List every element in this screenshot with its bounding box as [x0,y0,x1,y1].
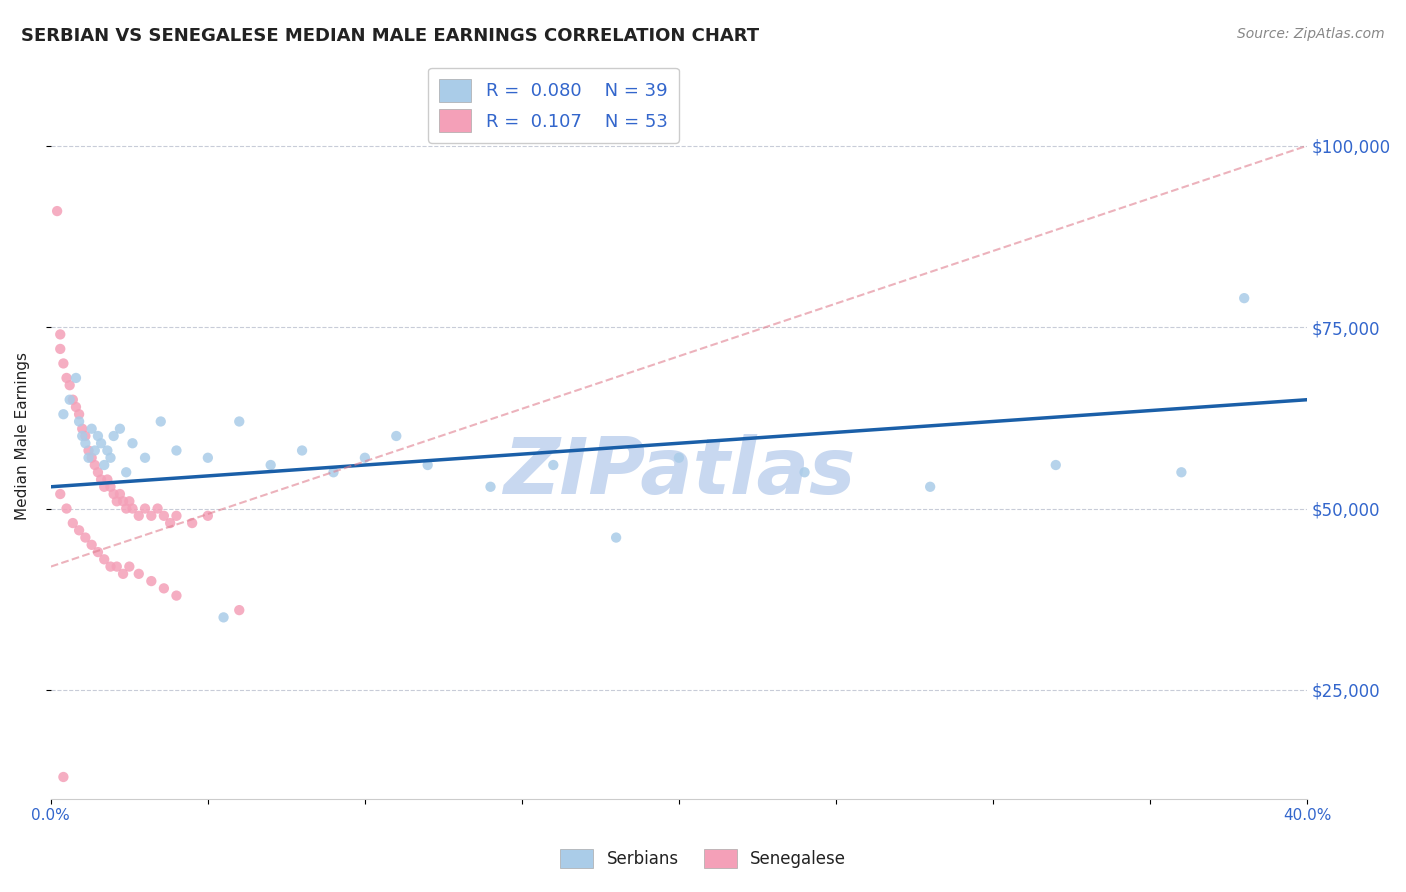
Point [1170,465,1192,479]
Point [1233,291,1256,305]
Point [55,501,77,516]
Point [96,443,118,458]
Point [105,559,128,574]
Point [52,356,75,370]
Point [93,458,115,472]
Point [197,450,219,465]
Point [59,378,82,392]
Point [121,436,143,450]
Point [75,436,97,450]
Point [141,574,163,588]
Point [100,480,122,494]
Point [80,538,103,552]
Point [112,494,135,508]
Point [83,458,105,472]
Point [153,582,176,596]
Point [70,422,93,436]
Point [228,415,250,429]
Point [67,524,90,538]
Point [291,443,314,458]
Point [59,392,82,407]
Point [100,559,122,574]
Point [87,545,110,559]
Point [165,443,187,458]
Point [121,501,143,516]
Point [105,494,128,508]
Point [67,415,90,429]
Point [354,450,377,465]
Point [543,458,565,472]
Point [159,516,181,530]
Point [96,473,118,487]
Point [134,450,156,465]
Legend: R =  0.080    N = 39, R =  0.107    N = 53: R = 0.080 N = 39, R = 0.107 N = 53 [427,68,679,143]
Text: ZIPatlas: ZIPatlas [503,434,855,510]
Point [49,487,72,501]
Point [115,465,138,479]
Point [62,516,84,530]
Point [212,610,235,624]
Point [49,327,72,342]
Point [75,531,97,545]
Point [46,204,69,219]
Point [1045,458,1067,472]
Point [52,407,75,421]
Point [260,458,283,472]
Point [93,552,115,566]
Point [134,501,156,516]
Point [90,436,112,450]
Point [181,516,204,530]
Point [153,508,176,523]
Point [115,501,138,516]
Point [322,465,344,479]
Point [197,508,219,523]
Point [165,589,187,603]
Point [77,443,100,458]
Y-axis label: Median Male Earnings: Median Male Earnings [15,352,30,520]
Point [141,508,163,523]
Point [55,371,77,385]
Point [65,400,87,414]
Point [90,473,112,487]
Text: Source: ZipAtlas.com: Source: ZipAtlas.com [1237,27,1385,41]
Point [93,480,115,494]
Point [118,494,141,508]
Point [103,429,125,443]
Point [793,465,815,479]
Point [75,429,97,443]
Point [83,443,105,458]
Text: SERBIAN VS SENEGALESE MEDIAN MALE EARNINGS CORRELATION CHART: SERBIAN VS SENEGALESE MEDIAN MALE EARNIN… [21,27,759,45]
Point [146,501,169,516]
Point [49,342,72,356]
Point [112,566,135,581]
Point [385,429,408,443]
Point [668,450,690,465]
Point [416,458,439,472]
Point [65,371,87,385]
Point [103,487,125,501]
Point [165,508,187,523]
Point [52,770,75,784]
Legend: Serbians, Senegalese: Serbians, Senegalese [553,842,853,875]
Point [605,531,627,545]
Point [108,422,131,436]
Point [108,487,131,501]
Point [228,603,250,617]
Point [100,450,122,465]
Point [479,480,502,494]
Point [80,422,103,436]
Point [118,559,141,574]
Point [67,407,90,421]
Point [77,450,100,465]
Point [70,429,93,443]
Point [920,480,942,494]
Point [87,465,110,479]
Point [149,415,172,429]
Point [80,450,103,465]
Point [128,508,150,523]
Point [128,566,150,581]
Point [87,429,110,443]
Point [62,392,84,407]
